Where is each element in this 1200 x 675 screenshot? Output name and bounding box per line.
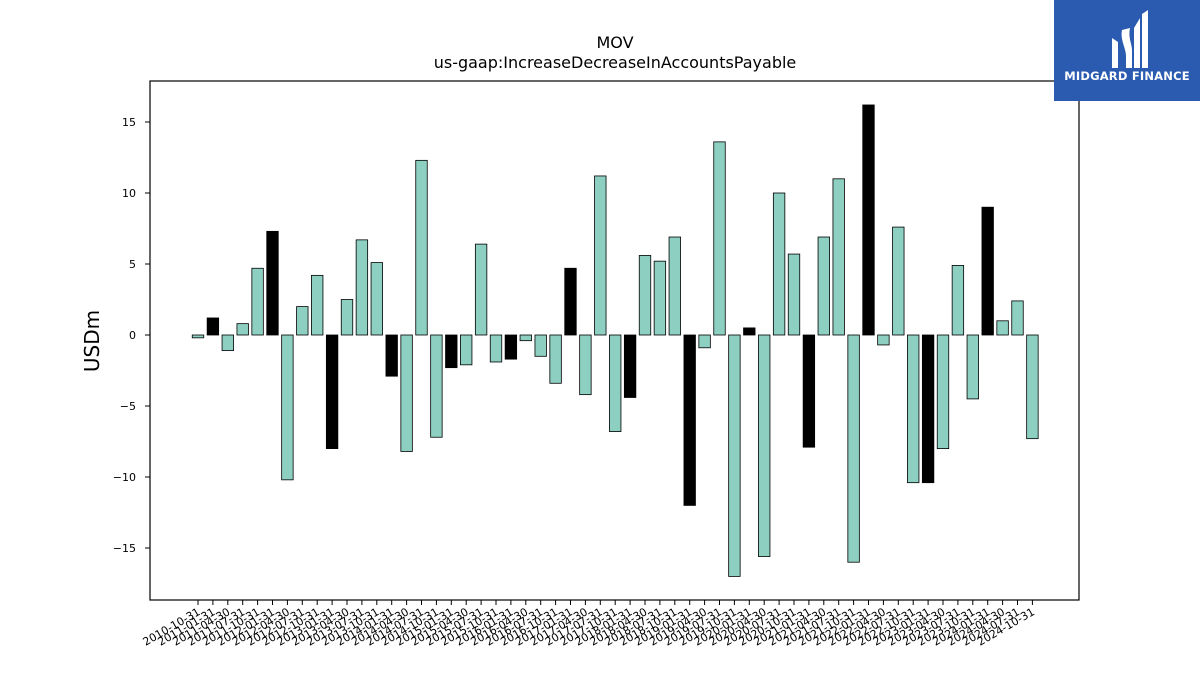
bar	[504, 334, 518, 360]
y-axis-ticks: −15 −10 −5 0 5 10 15	[113, 116, 150, 555]
bar	[638, 255, 652, 336]
bar	[862, 104, 875, 336]
bar	[713, 141, 726, 336]
bar	[1011, 300, 1024, 336]
bar	[385, 334, 398, 377]
bar	[609, 334, 622, 432]
bar	[266, 230, 279, 336]
bar	[921, 334, 935, 484]
bar	[623, 334, 637, 398]
bar	[758, 334, 771, 557]
bar	[236, 323, 249, 336]
x-axis-ticks: 2010-10-312011-01-312011-04-302011-07-31…	[141, 600, 1037, 649]
bar	[653, 260, 667, 336]
bar	[474, 243, 488, 336]
bar	[296, 306, 309, 336]
bar	[370, 262, 383, 336]
bar	[668, 236, 681, 336]
bar	[1026, 334, 1039, 440]
bar	[460, 334, 473, 366]
bar	[787, 253, 801, 336]
bar	[325, 334, 339, 449]
y-tick-label: 0	[129, 329, 136, 342]
bar	[281, 334, 294, 481]
bar	[415, 159, 428, 336]
y-axis-label: USDm	[80, 310, 104, 372]
bar	[445, 334, 458, 369]
bar	[400, 334, 413, 452]
bar	[340, 299, 354, 336]
bar	[534, 334, 547, 357]
brand-name: MIDGARD FINANCE	[1064, 69, 1190, 83]
bar	[311, 274, 324, 336]
bar	[772, 192, 786, 336]
y-tick-label: −10	[113, 471, 136, 484]
bar	[728, 334, 741, 577]
bar	[832, 178, 845, 336]
bar	[966, 334, 979, 400]
bar	[549, 334, 562, 384]
y-tick-label: 5	[129, 258, 136, 271]
bar	[683, 334, 696, 506]
bar	[579, 334, 592, 396]
bar	[877, 334, 890, 346]
bar	[489, 334, 503, 363]
chart-title: MOV	[596, 33, 633, 52]
bar	[430, 334, 443, 438]
bar	[698, 334, 711, 349]
bar	[251, 267, 264, 336]
bar	[951, 265, 965, 336]
bar	[907, 334, 920, 484]
y-tick-label: −15	[113, 542, 136, 555]
bar	[817, 236, 830, 336]
bar	[892, 226, 905, 336]
plot-frame	[149, 80, 1080, 601]
y-tick-label: −5	[120, 400, 136, 413]
bar	[981, 206, 994, 336]
bar	[519, 334, 532, 342]
midgard-logo-icon	[1112, 10, 1148, 68]
y-tick-label: 10	[122, 187, 136, 200]
bars-group	[191, 104, 1039, 577]
bar	[847, 334, 860, 563]
brand-logo: MIDGARD FINANCE	[1054, 0, 1200, 101]
chart-subtitle: us-gaap:IncreaseDecreaseInAccountsPayabl…	[434, 53, 797, 72]
bar	[594, 175, 607, 336]
bar	[743, 327, 756, 336]
bar	[936, 334, 950, 449]
bar	[355, 239, 369, 336]
bar	[221, 334, 234, 352]
y-tick-label: 15	[122, 116, 136, 129]
bar	[996, 320, 1009, 336]
bar	[206, 317, 220, 336]
bar	[191, 334, 205, 339]
bar	[802, 334, 816, 448]
bar	[564, 267, 577, 336]
